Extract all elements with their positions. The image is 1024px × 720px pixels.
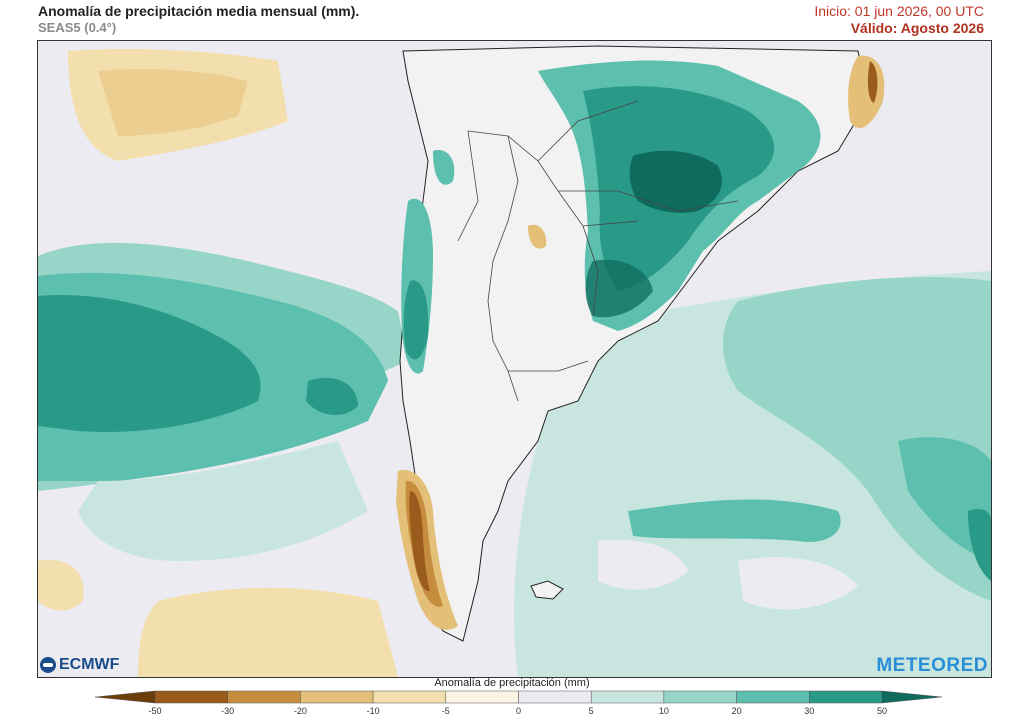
map-title: Anomalía de precipitación media mensual … xyxy=(38,3,360,19)
colorbar-tick-label: -10 xyxy=(366,706,380,716)
colorbar-segment xyxy=(663,690,737,704)
colorbar-segment xyxy=(518,690,592,704)
atlantic-wet-streak1 xyxy=(628,499,841,542)
meteored-logo: METEORED xyxy=(876,655,988,676)
colorbar-segment xyxy=(445,690,519,704)
valid-period: Válido: Agosto 2026 xyxy=(850,20,984,36)
colorbar-tick-label: 10 xyxy=(658,706,669,716)
inland-dry-spot xyxy=(528,224,547,249)
colorbar-segment xyxy=(372,690,447,704)
uruguay-wet xyxy=(585,259,653,318)
ecmwf-logo: ECMWF xyxy=(40,656,119,674)
pacific-wet-band-core xyxy=(38,295,261,432)
southwest-dry xyxy=(138,587,398,677)
country-borders xyxy=(457,100,739,402)
pacific-dry-nw-inner xyxy=(98,69,248,136)
colorbar-segment xyxy=(809,690,883,704)
legend-title: Anomalía de precipitación (mm) xyxy=(434,677,590,689)
atlantic-wet-mid xyxy=(723,277,991,601)
header-left: Anomalía de precipitación media mensual … xyxy=(38,3,359,36)
colorbar-tick-label: 20 xyxy=(731,706,742,716)
map-canvas xyxy=(38,41,991,677)
atlantic-wet-east xyxy=(968,509,991,581)
colorbar-tick-label: -20 xyxy=(293,706,307,716)
colorbar-tick-label: -5 xyxy=(441,706,450,716)
colorbar xyxy=(94,690,943,704)
colorbar-segment xyxy=(881,690,943,704)
brazil-wet-core xyxy=(629,150,722,213)
atlantic-wet-streak2 xyxy=(898,437,991,561)
ecmwf-icon xyxy=(40,657,56,673)
init-time: Inicio: 01 jun 2026, 00 UTC xyxy=(814,3,984,19)
colorbar-segment xyxy=(736,690,810,704)
atlantic-pale-blob1 xyxy=(598,539,688,590)
colorbar-tick-label: 30 xyxy=(804,706,815,716)
colorbar-tick-label: 5 xyxy=(588,706,594,716)
colorbar-segment xyxy=(227,690,301,704)
colorbar-tick-label: -30 xyxy=(221,706,235,716)
southwest-dry-small xyxy=(38,560,84,611)
colorbar-tick-label: -50 xyxy=(148,706,162,716)
colorbar-segment xyxy=(154,690,228,704)
falkland-islands xyxy=(530,580,564,600)
colorbar-segment xyxy=(300,690,374,704)
precipitation-anomaly-map xyxy=(37,40,992,678)
south-pacific-wet xyxy=(78,441,368,561)
ecmwf-logo-text: ECMWF xyxy=(59,656,120,673)
header-right: Inicio: 01 jun 2026, 00 UTC Válido: Agos… xyxy=(814,3,984,37)
pacific-wet-spot xyxy=(306,377,358,416)
northeast-dry-core xyxy=(867,61,878,103)
patagonia-dry-core xyxy=(409,491,430,592)
chile-wet-core xyxy=(403,280,429,360)
bolivia-wet xyxy=(433,150,455,185)
colorbar-segment xyxy=(94,690,156,704)
colorbar-tick-label: 50 xyxy=(876,706,887,716)
atlantic-pale-blob2 xyxy=(738,557,858,610)
colorbar-segment xyxy=(590,690,665,704)
model-label: SEAS5 (0.4°) xyxy=(38,20,117,35)
colorbar-tick-label: 0 xyxy=(515,706,521,716)
